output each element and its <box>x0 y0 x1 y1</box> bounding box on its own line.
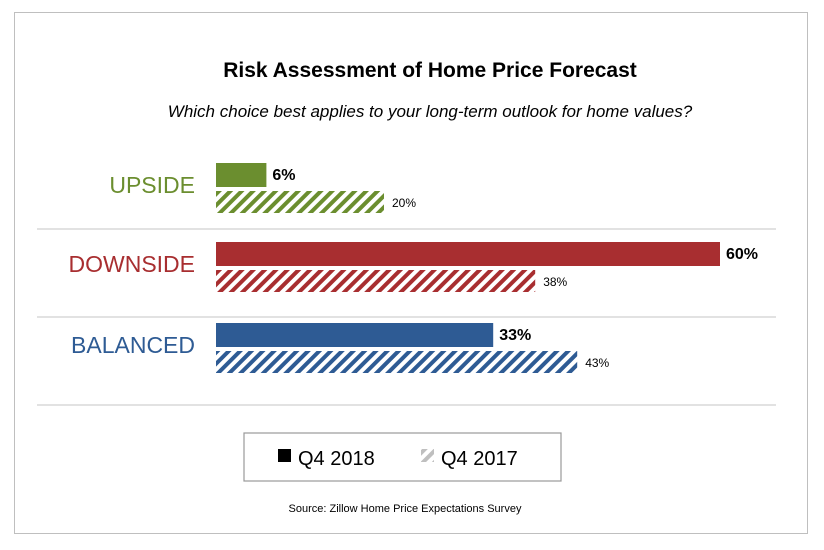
chart-subtitle: Which choice best applies to your long-t… <box>168 102 693 121</box>
legend-swatch-hatched <box>421 449 434 462</box>
legend: Q4 2018 Q4 2017 <box>243 432 562 482</box>
value-label-upside-q4-2018: 6% <box>272 167 295 184</box>
chart-frame <box>14 12 808 534</box>
chart-title: Risk Assessment of Home Price Forecast <box>223 59 637 82</box>
category-label-balanced: BALANCED <box>71 332 195 358</box>
category-label-downside: DOWNSIDE <box>69 251 196 277</box>
chart-source: Source: Zillow Home Price Expectations S… <box>289 503 522 515</box>
bar-downside-q4-2018 <box>216 242 720 266</box>
value-label-downside-q4-2018: 60% <box>726 246 758 263</box>
legend-box <box>243 432 562 482</box>
bar-upside-q4-2018 <box>216 163 267 187</box>
value-label-downside-q4-2017: 38% <box>543 275 567 289</box>
value-label-balanced-q4-2017: 43% <box>585 356 609 370</box>
legend-label-q4-2017: Q4 2017 <box>441 448 518 470</box>
bar-balanced-q4-2018 <box>216 323 494 347</box>
bar-upside-q4-2017 <box>216 191 384 213</box>
category-label-upside: UPSIDE <box>109 172 195 198</box>
value-label-balanced-q4-2018: 33% <box>499 327 531 344</box>
bar-balanced-q4-2017 <box>216 351 578 373</box>
legend-swatch-solid <box>278 449 291 462</box>
legend-label-q4-2018: Q4 2018 <box>298 448 375 470</box>
bars-layer: UPSIDE 6% 20% DOWNSIDE 60% 38% BALANCED 33% 43% <box>37 163 776 406</box>
value-label-upside-q4-2017: 20% <box>392 196 416 210</box>
bar-downside-q4-2017 <box>216 270 536 292</box>
